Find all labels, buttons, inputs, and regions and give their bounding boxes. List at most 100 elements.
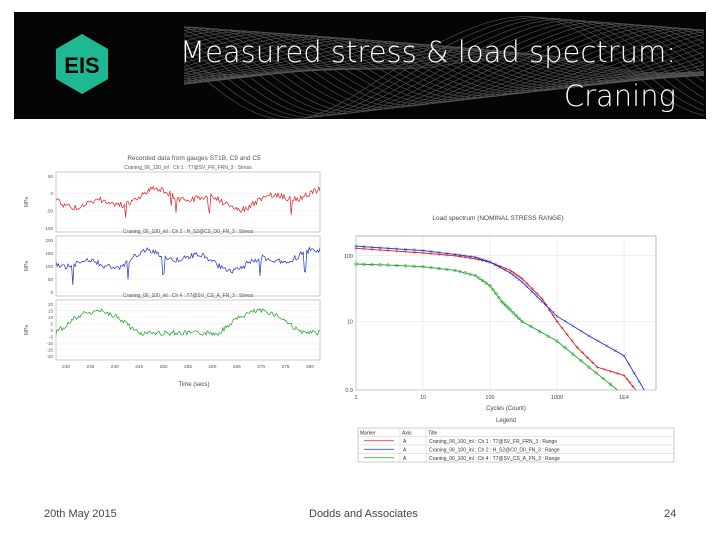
time-axis-label: Time (secs)	[178, 382, 209, 388]
x-tick-label: 1	[354, 395, 357, 401]
series-marker	[627, 362, 631, 366]
panel-y-tick: 10	[48, 315, 54, 320]
time-x-tick: 255	[184, 364, 192, 370]
series-marker	[514, 275, 518, 280]
series-marker	[632, 371, 636, 375]
swirl-line	[183, 31, 705, 100]
panel-y-tick: 0	[50, 290, 53, 295]
swirl-line	[183, 19, 705, 115]
swirl-line	[183, 17, 705, 119]
series-marker	[590, 360, 594, 364]
series-marker	[530, 290, 534, 294]
series-marker	[537, 329, 542, 333]
series-marker	[412, 248, 416, 252]
time-history-title: Recorded data from gauges ST1B, C9 and C…	[127, 155, 261, 162]
series-marker	[503, 268, 507, 272]
series-marker	[370, 262, 374, 267]
series-marker	[468, 272, 472, 276]
series-marker	[362, 245, 366, 249]
slide-title: Measured stress & load spectrum: Craning	[76, 30, 676, 118]
time-x-tick: 275	[282, 364, 290, 370]
series-marker	[529, 324, 533, 328]
series-marker	[370, 247, 374, 252]
series-marker	[615, 371, 619, 375]
series-marker	[628, 381, 632, 385]
series-marker	[565, 332, 569, 337]
series-marker	[477, 256, 481, 261]
x-tick-label: 1000	[551, 395, 563, 401]
time-x-tick: 280	[306, 364, 314, 370]
series-marker	[585, 355, 589, 359]
panel-name: Craning_06_100_inl : Ch 2 : H_S2@C0_D0_F…	[123, 229, 254, 235]
series-marker	[587, 365, 591, 369]
series-marker	[575, 345, 579, 350]
swirl-line	[183, 20, 705, 114]
series-marker	[631, 384, 635, 388]
swirl-line	[183, 16, 705, 119]
panel-y-tick: -50	[46, 208, 53, 213]
swirl-line	[183, 36, 705, 95]
series-marker	[579, 359, 583, 363]
time-x-tick: 265	[233, 364, 241, 370]
series-marker	[520, 280, 524, 284]
series-marker	[484, 259, 488, 263]
series-marker	[463, 271, 467, 275]
swirl-line	[183, 29, 705, 102]
title-line-1: Measured stress & load spectrum:	[180, 35, 676, 69]
y-tick-label: 100	[344, 254, 353, 260]
swirl-line	[183, 35, 705, 97]
series-marker	[437, 252, 441, 256]
series-marker	[594, 371, 598, 375]
series-marker	[571, 352, 575, 356]
series-marker	[484, 281, 488, 285]
series-marker	[511, 270, 515, 274]
swirl-line	[183, 48, 705, 82]
footer-company: Dodds and Associates	[309, 508, 418, 520]
swirl-line	[183, 37, 705, 94]
series-marker	[608, 382, 613, 386]
panel-y-tick: 50	[48, 174, 54, 179]
series-marker	[386, 248, 390, 253]
panel-trace	[55, 308, 320, 337]
series-marker	[601, 376, 605, 381]
series-marker	[445, 251, 449, 256]
series-marker	[386, 263, 390, 267]
series-marker	[378, 248, 382, 252]
series-line	[355, 263, 618, 391]
wave-pattern-background	[183, 16, 705, 119]
series-marker	[506, 306, 510, 310]
series-marker	[445, 253, 449, 257]
series-marker	[530, 287, 534, 291]
series-marker	[494, 291, 498, 296]
legend-header: Axis	[402, 430, 412, 436]
series-marker	[421, 248, 425, 253]
legend-series-title: Craning_06_100_inl : Ch 1 : T7@SV_FR_FRN…	[429, 439, 557, 445]
series-marker	[458, 269, 462, 274]
panel-y-tick: 5	[50, 321, 53, 326]
series-marker	[386, 246, 390, 250]
swirl-line	[183, 24, 705, 109]
series-marker	[514, 272, 518, 277]
series-marker	[429, 265, 433, 270]
series-marker	[437, 266, 441, 271]
panel-name: Craning_06_100_inl : Ch 4 : T7@SV_CS_A_F…	[123, 293, 254, 299]
series-marker	[362, 247, 366, 251]
series-marker	[514, 313, 518, 318]
cycles-axis-label: Cycles (Count)	[486, 406, 526, 412]
series-marker	[395, 247, 399, 251]
series-marker	[535, 292, 539, 296]
series-marker	[480, 257, 485, 262]
series-marker	[403, 247, 408, 252]
series-marker	[517, 274, 521, 279]
series-marker	[596, 339, 600, 343]
series-marker	[395, 249, 399, 253]
panel-y-tick: 100	[45, 264, 53, 269]
series-marker	[609, 369, 613, 373]
series-marker	[525, 285, 529, 289]
series-marker	[546, 334, 550, 338]
series-marker	[571, 324, 575, 328]
swirl-line	[183, 40, 705, 89]
series-marker	[463, 254, 467, 258]
panel-y-tick: -5	[49, 334, 53, 339]
panel-frame	[55, 171, 321, 233]
